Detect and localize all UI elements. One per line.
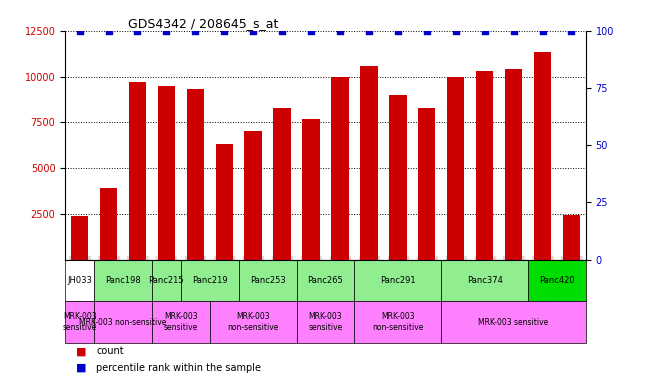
Bar	[71, 216, 89, 260]
FancyBboxPatch shape	[297, 301, 354, 343]
Point	[479, 28, 490, 34]
Bar	[447, 76, 464, 260]
Text: GDS4342 / 208645_s_at: GDS4342 / 208645_s_at	[128, 17, 278, 30]
FancyBboxPatch shape	[94, 260, 152, 301]
Text: Panc420: Panc420	[539, 276, 575, 285]
Bar	[187, 89, 204, 260]
FancyBboxPatch shape	[441, 301, 586, 343]
Text: MRK-003 non-sensitive: MRK-003 non-sensitive	[79, 318, 167, 327]
Text: JH033: JH033	[67, 276, 92, 285]
Point	[277, 28, 287, 34]
Bar	[129, 82, 146, 260]
FancyBboxPatch shape	[354, 301, 441, 343]
Point	[422, 28, 432, 34]
Point	[161, 28, 172, 34]
Point	[364, 28, 374, 34]
Point	[450, 28, 461, 34]
Point	[335, 28, 345, 34]
Point	[219, 28, 229, 34]
Bar	[360, 66, 378, 260]
Bar	[418, 108, 436, 260]
Text: ■: ■	[76, 363, 86, 373]
Point	[537, 28, 547, 34]
FancyBboxPatch shape	[210, 301, 297, 343]
Text: MRK-003
non-sensitive: MRK-003 non-sensitive	[372, 313, 424, 332]
Bar	[273, 108, 291, 260]
Text: MRK-003
sensitive: MRK-003 sensitive	[309, 313, 342, 332]
Text: Panc253: Panc253	[250, 276, 286, 285]
Bar	[302, 119, 320, 260]
Bar	[331, 76, 349, 260]
Text: percentile rank within the sample: percentile rank within the sample	[96, 363, 261, 373]
Bar	[562, 215, 580, 260]
Text: Panc265: Panc265	[308, 276, 343, 285]
Bar	[505, 69, 522, 260]
Bar	[100, 188, 117, 260]
Text: MRK-003
non-sensitive: MRK-003 non-sensitive	[227, 313, 279, 332]
Bar	[245, 131, 262, 260]
FancyBboxPatch shape	[528, 260, 586, 301]
Text: MRK-003
sensitive: MRK-003 sensitive	[62, 313, 97, 332]
Point	[190, 28, 201, 34]
Point	[248, 28, 258, 34]
FancyBboxPatch shape	[239, 260, 297, 301]
Bar	[215, 144, 233, 260]
FancyBboxPatch shape	[152, 260, 181, 301]
Text: Panc215: Panc215	[148, 276, 184, 285]
Bar	[476, 71, 493, 260]
Text: MRK-003
sensitive: MRK-003 sensitive	[163, 313, 198, 332]
FancyBboxPatch shape	[65, 301, 94, 343]
Point	[508, 28, 519, 34]
Point	[132, 28, 143, 34]
Text: Panc374: Panc374	[467, 276, 503, 285]
Point	[104, 28, 114, 34]
Bar	[534, 52, 551, 260]
FancyBboxPatch shape	[354, 260, 441, 301]
Text: Panc198: Panc198	[105, 276, 141, 285]
FancyBboxPatch shape	[152, 301, 210, 343]
Text: Panc219: Panc219	[192, 276, 228, 285]
FancyBboxPatch shape	[65, 260, 94, 301]
FancyBboxPatch shape	[94, 301, 152, 343]
Bar	[389, 95, 406, 260]
FancyBboxPatch shape	[181, 260, 239, 301]
FancyBboxPatch shape	[441, 260, 528, 301]
Text: MRK-003 sensitive: MRK-003 sensitive	[478, 318, 549, 327]
Text: ■: ■	[76, 346, 86, 356]
Point	[393, 28, 403, 34]
Point	[566, 28, 577, 34]
FancyBboxPatch shape	[297, 260, 354, 301]
Bar	[158, 86, 175, 260]
Text: Panc291: Panc291	[380, 276, 415, 285]
Text: count: count	[96, 346, 124, 356]
Point	[306, 28, 316, 34]
Point	[74, 28, 85, 34]
